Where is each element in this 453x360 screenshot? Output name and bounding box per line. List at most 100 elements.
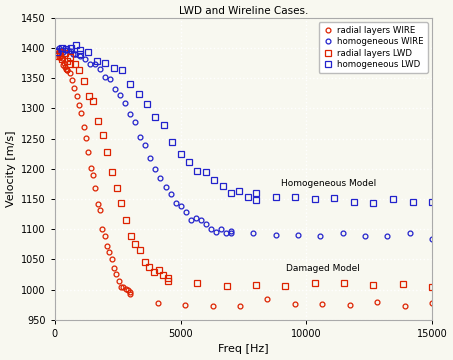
radial layers WIRE [86, 150, 91, 154]
homogeneous LWD [371, 201, 376, 205]
Y-axis label: Velocity [m/s]: Velocity [m/s] [5, 131, 15, 207]
radial layers WIRE [63, 67, 69, 71]
radial layers LWD [342, 281, 347, 285]
radial layers LWD [165, 279, 171, 283]
homogeneous LWD [136, 92, 141, 96]
radial layers LWD [72, 62, 77, 66]
homogeneous LWD [390, 197, 395, 201]
homogeneous WIRE [183, 210, 188, 214]
radial layers WIRE [57, 55, 63, 59]
radial layers LWD [133, 242, 138, 246]
radial layers LWD [147, 265, 152, 269]
homogeneous LWD [410, 200, 415, 204]
radial layers WIRE [88, 166, 93, 170]
radial layers LWD [165, 276, 171, 280]
Legend: radial layers WIRE, homogeneous WIRE, radial layers LWD, homogeneous LWD: radial layers WIRE, homogeneous WIRE, ra… [319, 22, 428, 73]
radial layers WIRE [104, 244, 110, 248]
radial layers WIRE [183, 303, 188, 307]
homogeneous WIRE [193, 216, 198, 220]
radial layers LWD [77, 68, 82, 72]
radial layers WIRE [128, 289, 133, 294]
radial layers WIRE [77, 103, 82, 107]
radial layers WIRE [83, 135, 89, 140]
homogeneous LWD [178, 151, 183, 156]
radial layers LWD [95, 119, 101, 123]
homogeneous LWD [94, 59, 100, 63]
radial layers LWD [114, 185, 120, 190]
homogeneous LWD [102, 61, 108, 65]
homogeneous LWD [128, 82, 133, 86]
radial layers WIRE [210, 303, 215, 308]
radial layers LWD [161, 273, 166, 278]
homogeneous LWD [332, 196, 337, 200]
radial layers LWD [283, 284, 288, 288]
radial layers LWD [55, 54, 60, 58]
radial layers LWD [137, 248, 143, 252]
radial layers WIRE [320, 302, 325, 306]
homogeneous LWD [273, 195, 278, 200]
homogeneous LWD [228, 191, 234, 195]
radial layers LWD [429, 285, 435, 289]
radial layers WIRE [111, 266, 117, 270]
radial layers WIRE [118, 284, 124, 289]
radial layers WIRE [65, 68, 70, 72]
Text: Homogeneous Model: Homogeneous Model [281, 179, 376, 188]
homogeneous LWD [245, 195, 251, 199]
radial layers WIRE [62, 61, 67, 65]
radial layers WIRE [128, 292, 133, 297]
radial layers WIRE [102, 234, 107, 239]
radial layers LWD [67, 62, 72, 66]
homogeneous LWD [111, 66, 116, 70]
radial layers LWD [57, 50, 63, 54]
radial layers WIRE [56, 54, 61, 59]
homogeneous LWD [55, 49, 60, 54]
radial layers WIRE [116, 279, 121, 283]
radial layers WIRE [114, 271, 119, 276]
Title: LWD and Wireline Cases.: LWD and Wireline Cases. [179, 5, 308, 15]
homogeneous LWD [220, 184, 225, 189]
radial layers LWD [224, 284, 229, 288]
homogeneous LWD [253, 198, 259, 202]
radial layers WIRE [65, 68, 70, 73]
homogeneous LWD [64, 47, 69, 51]
radial layers WIRE [93, 186, 98, 190]
homogeneous LWD [77, 48, 83, 52]
radial layers LWD [109, 170, 115, 174]
radial layers LWD [371, 283, 376, 288]
homogeneous WIRE [64, 48, 70, 52]
homogeneous WIRE [57, 46, 62, 50]
homogeneous LWD [195, 168, 200, 173]
radial layers LWD [62, 51, 67, 55]
homogeneous LWD [59, 45, 65, 50]
radial layers LWD [60, 57, 65, 61]
homogeneous LWD [236, 189, 242, 193]
radial layers WIRE [58, 54, 63, 58]
radial layers WIRE [237, 304, 243, 308]
radial layers WIRE [79, 111, 84, 115]
radial layers LWD [142, 260, 147, 265]
radial layers WIRE [106, 249, 112, 254]
Line: radial layers LWD: radial layers LWD [55, 49, 435, 290]
radial layers WIRE [90, 173, 96, 177]
homogeneous LWD [77, 52, 83, 57]
radial layers LWD [100, 132, 106, 137]
radial layers WIRE [155, 301, 160, 305]
Line: radial layers WIRE: radial layers WIRE [55, 51, 434, 309]
homogeneous LWD [212, 178, 217, 182]
radial layers LWD [86, 93, 92, 98]
radial layers LWD [156, 268, 161, 272]
radial layers WIRE [100, 226, 105, 231]
X-axis label: Freq [Hz]: Freq [Hz] [218, 345, 269, 355]
homogeneous LWD [351, 199, 357, 204]
radial layers LWD [123, 217, 129, 222]
homogeneous WIRE [117, 93, 123, 97]
radial layers LWD [400, 282, 405, 286]
radial layers LWD [67, 55, 72, 60]
radial layers WIRE [120, 285, 126, 289]
homogeneous WIRE [55, 48, 60, 53]
radial layers WIRE [375, 300, 380, 304]
radial layers WIRE [72, 86, 77, 91]
radial layers WIRE [63, 64, 68, 69]
radial layers LWD [119, 201, 124, 206]
radial layers WIRE [95, 202, 101, 206]
